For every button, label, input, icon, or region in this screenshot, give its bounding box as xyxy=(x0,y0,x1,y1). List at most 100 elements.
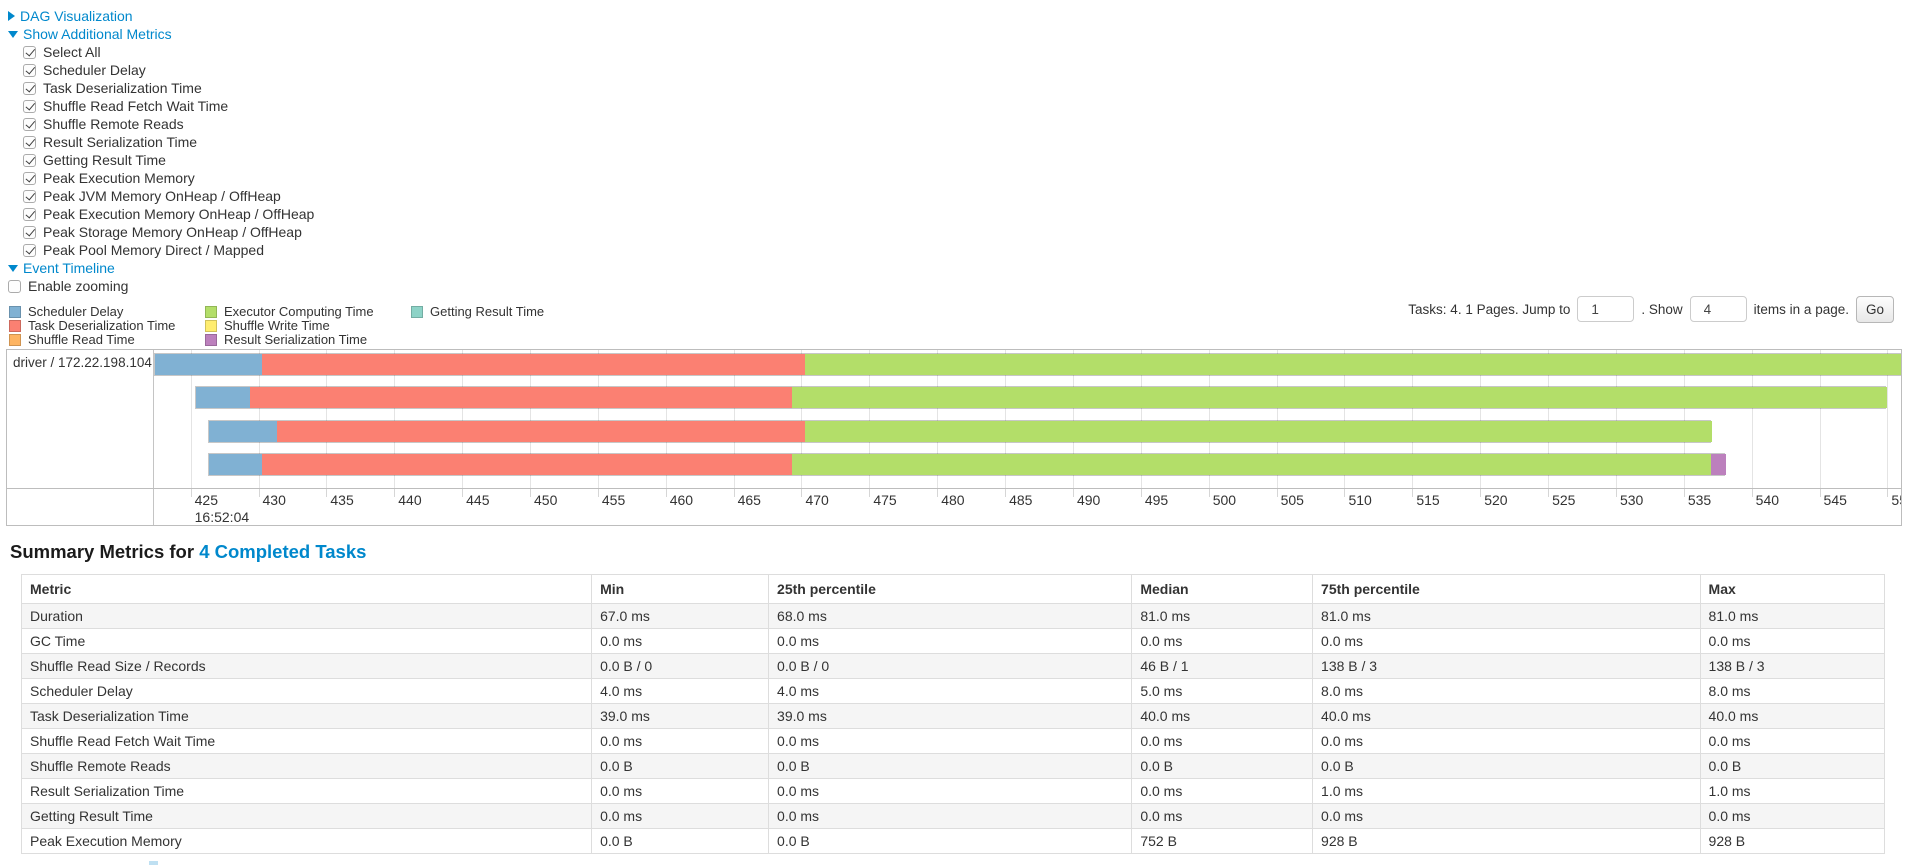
task-deserialization-segment xyxy=(277,420,806,442)
metric-value-cell: 0.0 B / 0 xyxy=(591,652,770,679)
task-deserialization-segment xyxy=(262,353,806,375)
grid-line xyxy=(462,349,464,488)
metric-checkbox[interactable] xyxy=(23,81,36,95)
metric-value-cell: 0.0 ms xyxy=(768,777,1133,804)
axis-tick-label: 545 xyxy=(1823,491,1847,508)
metric-value-cell: 0.0 B xyxy=(1699,752,1886,779)
metric-value-cell: 0.0 ms xyxy=(1312,627,1701,654)
axis-tick-mark xyxy=(1072,488,1074,497)
axis-tick-label: 495 xyxy=(1144,491,1169,508)
axis-tick-label: 490 xyxy=(1076,491,1101,508)
axis-tick-mark xyxy=(1751,488,1753,497)
metric-checkbox-item: Shuffle Remote Reads xyxy=(23,115,1907,133)
metric-value-cell: 0.0 B xyxy=(768,752,1133,779)
axis-tick-mark xyxy=(937,488,939,497)
axis-tick-label: 450 xyxy=(534,491,558,508)
show-additional-metrics-toggle[interactable]: Show Additional Metrics xyxy=(8,25,1907,43)
metric-value-cell: 0.0 ms xyxy=(591,802,770,829)
metric-checkbox[interactable] xyxy=(23,225,36,239)
jump-to-page-input[interactable] xyxy=(1577,296,1635,322)
metric-name-cell: Duration xyxy=(20,602,593,629)
metric-checkbox[interactable] xyxy=(23,135,36,149)
metric-checkbox[interactable] xyxy=(23,189,36,203)
triangle-down-icon xyxy=(8,264,18,272)
metric-value-cell: 40.0 ms xyxy=(1312,702,1701,729)
summary-metrics-table: Metric Min 25th percentile Median 75th perce… xyxy=(20,573,1886,854)
axis-tick-label: 480 xyxy=(941,491,965,508)
legend-color-swatch xyxy=(411,305,423,318)
metric-value-cell: 39.0 ms xyxy=(768,702,1133,729)
metric-checkbox-list: Select All Scheduler Delay Task Deserializ… xyxy=(8,43,1907,259)
metric-value-cell: 0.0 ms xyxy=(768,627,1133,654)
axis-tick-label: 430 xyxy=(262,491,286,508)
go-button[interactable]: Go xyxy=(1855,295,1894,323)
legend-item-label: Scheduler Delay xyxy=(28,304,124,319)
metric-checkbox[interactable] xyxy=(23,117,36,131)
legend-item-label: Executor Computing Time xyxy=(224,304,374,319)
completed-tasks-link[interactable]: 4 Completed Tasks xyxy=(199,540,367,562)
legend-color-swatch xyxy=(9,305,21,318)
metric-checkbox[interactable] xyxy=(23,153,36,167)
legend-item: Result Serialization Time xyxy=(205,332,385,347)
items-per-page-input[interactable] xyxy=(1689,296,1747,322)
metric-value-cell: 928 B xyxy=(1312,827,1701,854)
axis-tick-mark xyxy=(665,488,667,497)
legend-item: Task Deserialization Time xyxy=(9,318,179,333)
metric-checkbox[interactable] xyxy=(23,99,36,113)
result-serialization-segment xyxy=(1710,454,1726,475)
axis-tick-label: 540 xyxy=(1755,491,1780,508)
axis-tick-mark xyxy=(597,488,599,497)
metric-value-cell: 0.0 ms xyxy=(1312,727,1701,754)
metric-value-cell: 138 B / 3 xyxy=(1312,652,1701,679)
metric-value-cell: 0.0 ms xyxy=(768,727,1133,754)
timeline-task-bar[interactable] xyxy=(154,352,1901,376)
grid-line xyxy=(1412,349,1414,488)
metric-checkbox[interactable] xyxy=(23,243,36,257)
grid-line xyxy=(1276,349,1278,488)
metric-checkbox-row: Shuffle Remote Reads xyxy=(23,115,184,133)
axis-tick-mark xyxy=(1140,488,1142,497)
table-row: Result Serialization Time 0.0 ms 0.0 ms 0.0… xyxy=(20,777,1886,804)
table-header-cell: 25th percentile xyxy=(768,573,1133,604)
metric-checkbox-row: Scheduler Delay xyxy=(23,61,146,79)
axis-tick-label: 440 xyxy=(398,491,422,508)
executor-computing-segment xyxy=(805,353,1901,375)
table-row: Getting Result Time 0.0 ms 0.0 ms 0.0 ms 0.0… xyxy=(20,802,1886,829)
metric-checkbox-row: Select All xyxy=(23,43,101,61)
table-row: Peak Execution Memory 0.0 B 0.0 B 752 B 928 … xyxy=(20,827,1886,854)
enable-zooming-checkbox[interactable] xyxy=(8,279,21,293)
axis-tick-label: 510 xyxy=(1348,491,1372,508)
metric-checkbox[interactable] xyxy=(23,45,36,59)
metric-checkbox-item: Select All xyxy=(23,43,1907,61)
scheduler-delay-segment xyxy=(209,454,263,475)
metric-name-cell: Scheduler Delay xyxy=(20,677,593,704)
metric-checkbox-text: Peak JVM Memory OnHeap / OffHeap xyxy=(43,188,281,204)
legend-item: Executor Computing Time xyxy=(205,304,385,319)
timeline-task-bar[interactable] xyxy=(208,419,1712,443)
timeline-task-bar[interactable] xyxy=(194,386,1888,409)
dag-visualization-toggle[interactable]: DAG Visualization xyxy=(8,7,1907,25)
metric-value-cell: 0.0 ms xyxy=(1312,802,1701,829)
metric-value-cell: 40.0 ms xyxy=(1131,702,1314,729)
metric-value-cell: 1.0 ms xyxy=(1699,777,1886,804)
axis-tick-mark xyxy=(1276,488,1278,497)
axis-tick-label: 470 xyxy=(805,491,829,508)
metric-checkbox[interactable] xyxy=(23,63,36,77)
event-timeline-toggle[interactable]: Event Timeline xyxy=(8,259,1907,277)
timeline-task-bar[interactable] xyxy=(208,453,1726,476)
grid-line xyxy=(1683,349,1685,488)
legend-item-label: Result Serialization Time xyxy=(224,332,368,347)
metric-checkbox[interactable] xyxy=(23,207,36,221)
metric-value-cell: 0.0 ms xyxy=(1131,802,1314,829)
timeline-header-band: Scheduler Delay Task Deserialization Time… xyxy=(0,295,1907,349)
legend-color-swatch xyxy=(9,319,21,332)
grid-line xyxy=(665,349,667,488)
metric-checkbox[interactable] xyxy=(23,171,36,185)
event-timeline-label: Event Timeline xyxy=(23,260,115,276)
metric-value-cell: 0.0 B xyxy=(768,827,1133,854)
metric-name-cell: Shuffle Read Size / Records xyxy=(20,652,593,679)
metric-value-cell: 67.0 ms xyxy=(591,602,770,629)
grid-line xyxy=(394,349,396,488)
metric-checkbox-text: Getting Result Time xyxy=(43,152,166,168)
summary-metrics-title: Summary Metrics for 4 Completed Tasks xyxy=(10,541,1907,563)
